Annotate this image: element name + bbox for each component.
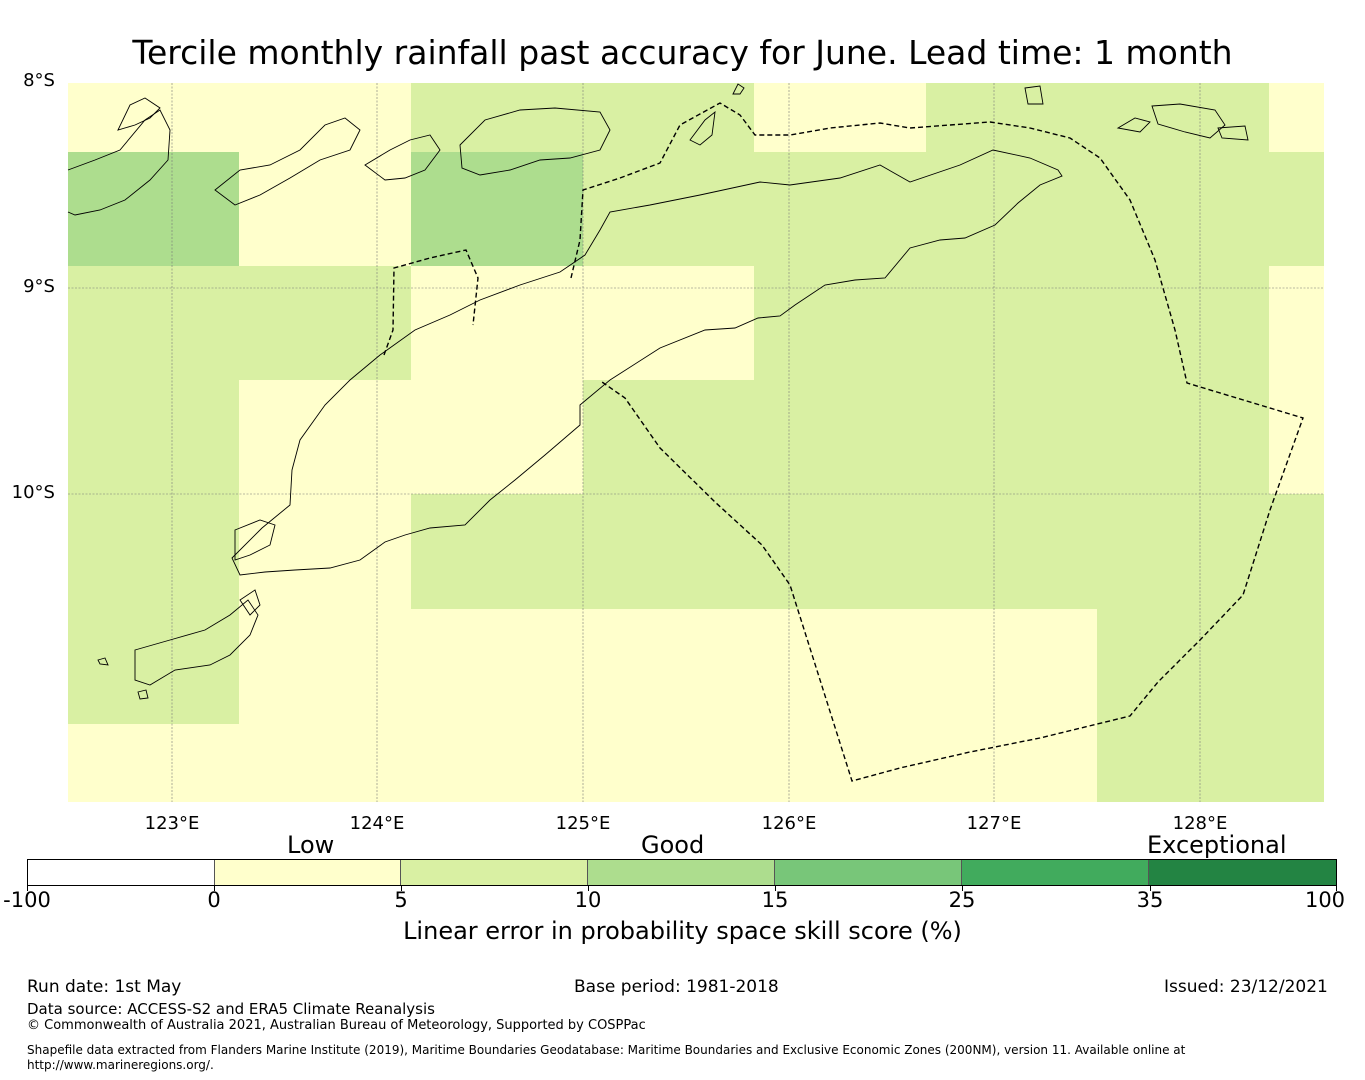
base-period: Base period: 1981-2018 (574, 977, 779, 997)
category-good: Good (641, 831, 705, 859)
tick-mark (1336, 886, 1337, 891)
category-low: Low (287, 831, 335, 859)
tick-mark (962, 886, 963, 891)
lon-label-124e: 124°E (349, 813, 405, 834)
tick-label: -100 (3, 888, 51, 912)
skill-map (67, 83, 1324, 802)
tick-label: 100 (1304, 888, 1346, 912)
colorbar-segment (214, 860, 402, 885)
lon-label-127e: 127°E (966, 813, 1022, 834)
tick-mark (775, 886, 776, 891)
colorbar-segment (401, 860, 589, 885)
colorbar-segment (961, 860, 1150, 885)
gridlines (68, 83, 1324, 802)
colorbar (27, 859, 1337, 886)
copyright-notice: © Commonwealth of Australia 2021, Austra… (27, 1018, 646, 1033)
low-cells (68, 83, 1324, 802)
category-exceptional: Exceptional (1147, 831, 1287, 859)
tick-label: 35 (1136, 888, 1164, 912)
tick-mark (1150, 886, 1151, 891)
good-cells (68, 152, 583, 266)
lon-label-128e: 128°E (1172, 813, 1228, 834)
maritime-boundaries (383, 102, 1304, 782)
tick-mark (214, 886, 215, 891)
tick-label: 25 (948, 888, 976, 912)
colorbar-segment (588, 860, 775, 885)
colorbar-segment (28, 860, 215, 885)
tick-label: 15 (761, 888, 789, 912)
lon-label-125e: 125°E (555, 813, 611, 834)
colorbar-label: Linear error in probability space skill … (403, 917, 962, 945)
map-title: Tercile monthly rainfall past accuracy f… (132, 33, 1233, 72)
lat-label-10s: 10°S (11, 482, 55, 503)
colorbar-segment (1149, 860, 1337, 885)
lat-label-9s: 9°S (23, 276, 55, 297)
lon-label-123e: 123°E (144, 813, 200, 834)
shapefile-note: Shapefile data extracted from Flanders M… (27, 1043, 1186, 1072)
run-date: Run date: 1st May (27, 977, 182, 997)
tick-label: 0 (207, 888, 221, 912)
coastlines (67, 83, 1249, 700)
tick-mark (27, 886, 28, 891)
data-source: Data source: ACCESS-S2 and ERA5 Climate … (27, 1000, 435, 1018)
colorbar-segment (774, 860, 962, 885)
tick-label: 5 (394, 888, 408, 912)
tick-mark (588, 886, 589, 891)
issued-date: Issued: 23/12/2021 (1164, 977, 1328, 997)
lon-label-126e: 126°E (761, 813, 817, 834)
lat-label-8s: 8°S (23, 70, 55, 91)
tick-mark (401, 886, 402, 891)
tick-label: 10 (574, 888, 602, 912)
